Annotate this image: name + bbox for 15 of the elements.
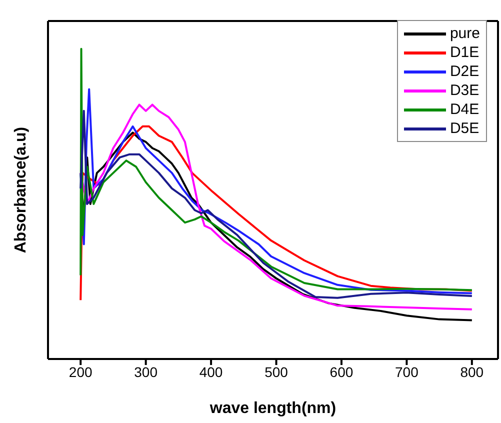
x-tick-label: 500	[264, 364, 288, 380]
legend-label: D5E	[450, 120, 480, 137]
x-tick-label: 700	[395, 364, 419, 380]
x-tick-label: 600	[330, 364, 354, 380]
legend-label: D4E	[450, 101, 480, 118]
x-tick-label: 300	[134, 364, 158, 380]
legend-label: pure	[450, 25, 480, 42]
y-axis-title: Absorbance(a.u)	[12, 126, 30, 254]
x-tick-label: 200	[68, 364, 92, 380]
x-axis-title: wave length(nm)	[208, 400, 336, 417]
x-tick-label: 400	[199, 364, 223, 380]
legend-label: D3E	[450, 82, 480, 99]
legend-label: D1E	[450, 44, 480, 61]
x-tick-label: 800	[460, 364, 484, 380]
legend-label: D2E	[450, 63, 480, 80]
